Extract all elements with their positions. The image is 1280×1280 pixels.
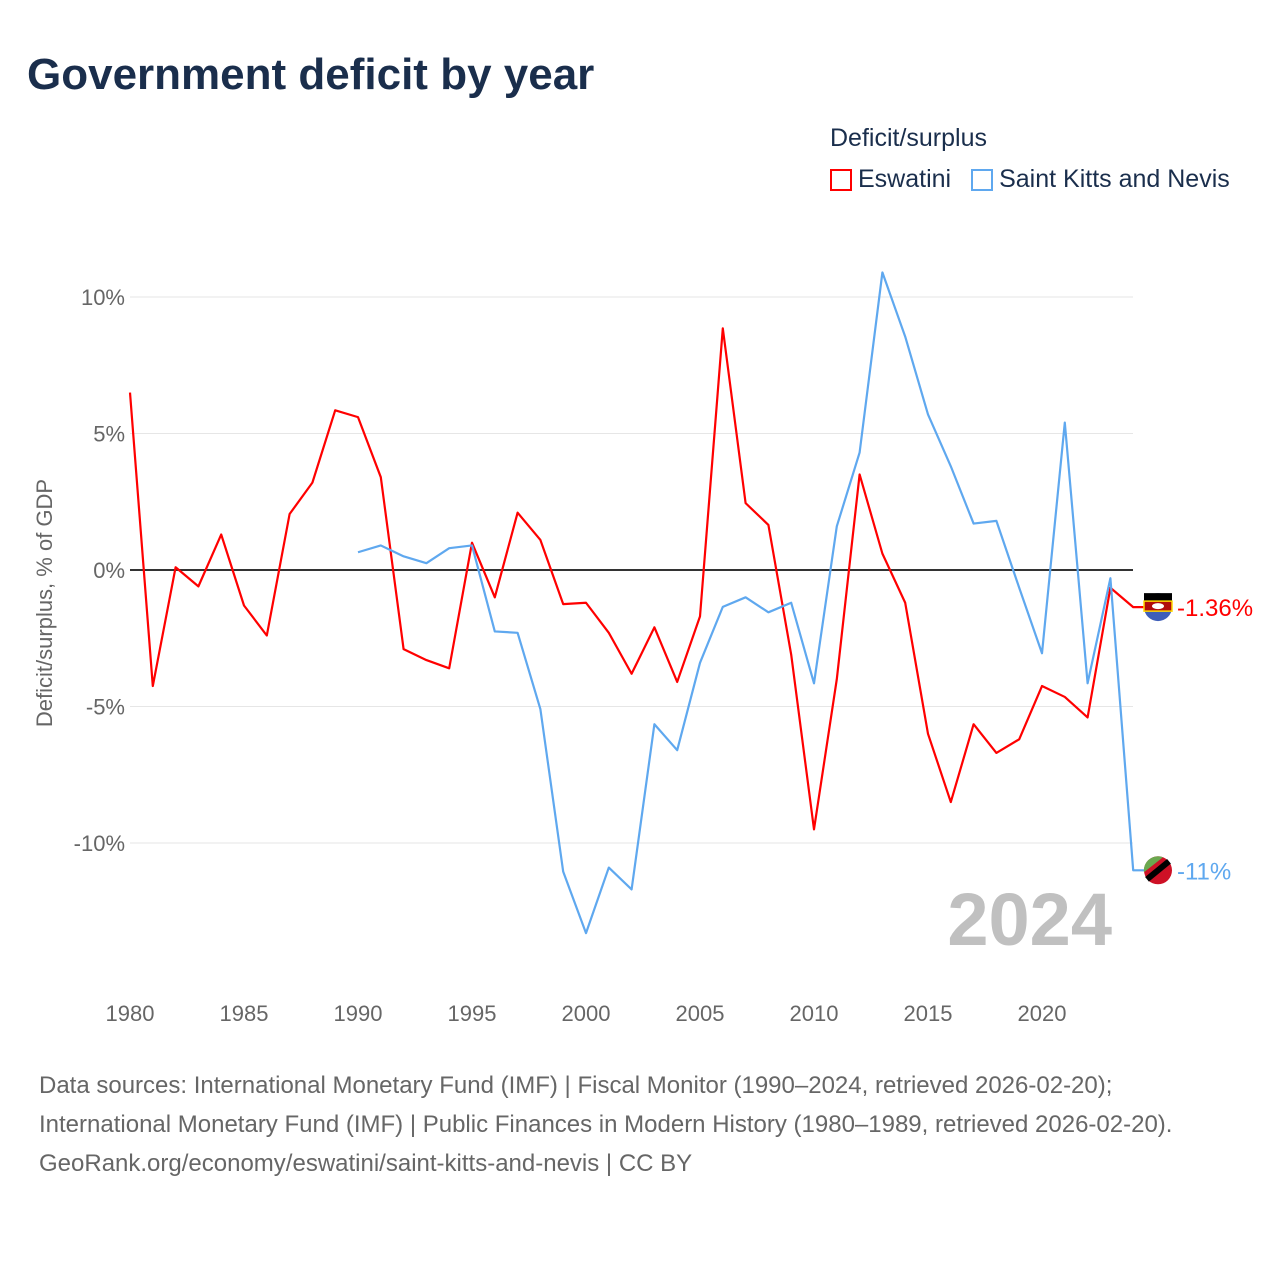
legend: Eswatini Saint Kitts and Nevis <box>830 165 1230 194</box>
flag-green <box>1143 856 1163 873</box>
y-axis-label: Deficit/surplus, % of GDP <box>32 479 57 727</box>
y-tick-label: -10% <box>74 831 125 856</box>
flag-stripe <box>1144 593 1172 602</box>
legend-swatch <box>971 168 994 191</box>
x-tick-label: 1995 <box>448 1001 497 1026</box>
x-tick-label: 1990 <box>334 1001 383 1026</box>
legend-label: Saint Kitts and Nevis <box>999 165 1230 193</box>
year-watermark: 2024 <box>947 878 1112 961</box>
x-tick-label: 2020 <box>1018 1001 1067 1026</box>
legend-swatch <box>830 168 852 191</box>
footer: Data sources: International Monetary Fun… <box>39 1066 1239 1183</box>
legend-label: Eswatini <box>858 165 952 193</box>
y-tick-label: 5% <box>93 422 125 447</box>
flag-band <box>1145 858 1171 882</box>
plot-area: 10% 5% 0% -5% -10% 1980 1985 1990 1995 2000 2005 20… <box>32 271 1253 1026</box>
credit-link[interactable]: GeoRank.org/economy/eswatini/saint-kitts… <box>39 1150 693 1177</box>
y-tick-label: 10% <box>81 285 125 310</box>
chart-title: Government deficit by year <box>27 50 595 99</box>
x-tick-label: 1980 <box>106 1001 155 1026</box>
x-tick-label: 2000 <box>562 1001 611 1026</box>
y-tick-label: 0% <box>93 558 125 583</box>
x-tick-label: 2005 <box>676 1001 725 1026</box>
x-tick-label: 2010 <box>790 1001 839 1026</box>
flag-shield <box>1152 603 1164 610</box>
x-tick-label: 2015 <box>904 1001 953 1026</box>
legend-item-eswatini[interactable]: Eswatini <box>830 165 951 194</box>
legend-item-saint-kitts[interactable]: Saint Kitts and Nevis <box>971 165 1230 194</box>
y-tick-label: -5% <box>86 695 125 720</box>
series-line-1 <box>357 271 1146 935</box>
end-value-label: -11% <box>1177 858 1231 885</box>
end-value-label: -1.36% <box>1177 595 1253 622</box>
data-sources: Data sources: International Monetary Fun… <box>39 1072 1173 1138</box>
legend-title: Deficit/surplus <box>830 124 987 152</box>
x-tick-label: 1985 <box>220 1001 269 1026</box>
series-line-0 <box>128 327 1146 831</box>
